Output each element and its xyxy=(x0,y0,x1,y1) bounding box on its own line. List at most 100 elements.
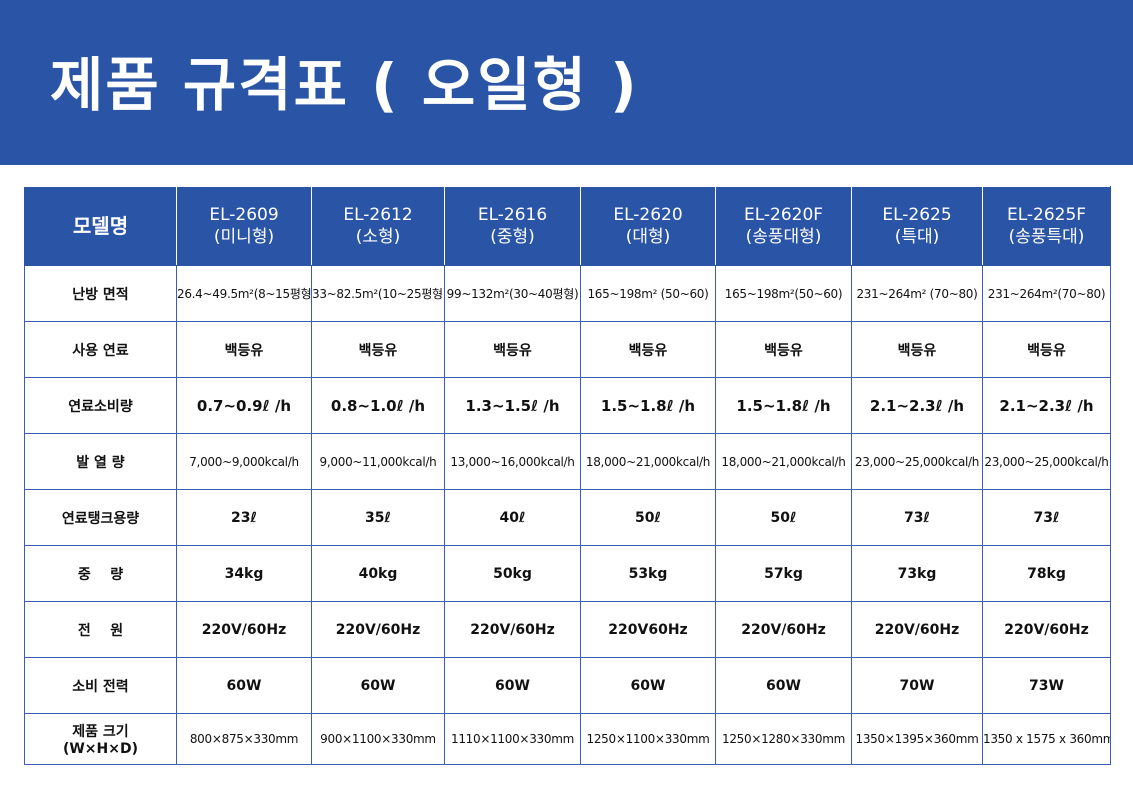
table-cell: 220V/60Hz xyxy=(851,601,983,658)
table-cell: 73kg xyxy=(851,545,983,602)
model-header: EL-2620 (대형) xyxy=(580,186,716,266)
row-label: 소비 전력 xyxy=(24,657,177,714)
table-cell: 220V/60Hz xyxy=(715,601,852,658)
table-cell: 백등유 xyxy=(851,321,983,378)
row-label: 사용 연료 xyxy=(24,321,177,378)
table-cell: 60W xyxy=(444,657,581,714)
table-cell: 60W xyxy=(311,657,445,714)
table-cell: 백등유 xyxy=(580,321,716,378)
table-row: 연료소비량 0.7~0.9ℓ /h 0.8~1.0ℓ /h 1.3~1.5ℓ /h 1.… xyxy=(24,377,1111,434)
table-cell: 1110×1100×330mm xyxy=(444,713,581,765)
table-cell: 231~264m²(70~80) xyxy=(982,265,1111,322)
table-cell: 35ℓ xyxy=(311,489,445,546)
table-row: 난방 면적 26.4~49.5m²(8~15평형) 33~82.5m²(10~25평… xyxy=(24,265,1111,322)
model-header: EL-2625 (특대) xyxy=(851,186,983,266)
table-cell: 13,000~16,000kcal/h xyxy=(444,433,581,490)
table-cell: 40ℓ xyxy=(444,489,581,546)
model-header: EL-2616 (중형) xyxy=(444,186,581,266)
table-cell: 백등유 xyxy=(311,321,445,378)
table-cell: 60W xyxy=(176,657,312,714)
model-type: (송풍대형) xyxy=(745,227,822,247)
table-cell: 231~264m² (70~80) xyxy=(851,265,983,322)
table-cell: 1250×1280×330mm xyxy=(715,713,852,765)
table-cell: 70W xyxy=(851,657,983,714)
model-header: EL-2609 (미니형) xyxy=(176,186,312,266)
model-name: EL-2612 xyxy=(343,205,413,225)
table-cell: 26.4~49.5m²(8~15평형) xyxy=(176,265,312,322)
table-cell: 23ℓ xyxy=(176,489,312,546)
model-header: EL-2625F (송풍특대) xyxy=(982,186,1111,266)
table-cell: 40kg xyxy=(311,545,445,602)
model-name: EL-2620 xyxy=(613,205,683,225)
table-row: 전 원 220V/60Hz 220V/60Hz 220V/60Hz 220V60Hz 22… xyxy=(24,601,1111,658)
model-name: EL-2625 xyxy=(882,205,952,225)
model-type: (소형) xyxy=(355,227,401,247)
table-cell: 1.5~1.8ℓ /h xyxy=(715,377,852,434)
table-cell: 50kg xyxy=(444,545,581,602)
table-cell: 78kg xyxy=(982,545,1111,602)
table-cell: 99~132m²(30~40평형) xyxy=(444,265,581,322)
table-cell: 800×875×330mm xyxy=(176,713,312,765)
header-row: 모델명 EL-2609 (미니형) EL-2612 (소형) EL-2616 (중형) EL… xyxy=(24,186,1111,266)
table-cell: 73ℓ xyxy=(982,489,1111,546)
model-type: (중형) xyxy=(490,227,535,247)
table-cell: 1350 x 1575 x 360mm xyxy=(982,713,1111,765)
table-cell: 60W xyxy=(580,657,716,714)
row-label: 난방 면적 xyxy=(24,265,177,322)
model-type: (송풍특대) xyxy=(1008,227,1085,247)
table-cell: 9,000~11,000kcal/h xyxy=(311,433,445,490)
model-header: EL-2620F (송풍대형) xyxy=(715,186,852,266)
table-cell: 2.1~2.3ℓ /h xyxy=(982,377,1111,434)
table-cell: 0.8~1.0ℓ /h xyxy=(311,377,445,434)
table-row: 연료탱크용량 23ℓ 35ℓ 40ℓ 50ℓ 50ℓ 73ℓ 73ℓ xyxy=(24,489,1111,546)
row-label: 발 열 량 xyxy=(24,433,177,490)
table-cell: 백등유 xyxy=(982,321,1111,378)
model-name: EL-2625F xyxy=(1006,205,1087,225)
table-cell: 1350×1395×360mm xyxy=(851,713,983,765)
table-cell: 73W xyxy=(982,657,1111,714)
model-name: EL-2609 xyxy=(209,205,279,225)
table-cell: 57kg xyxy=(715,545,852,602)
model-type: (대형) xyxy=(625,227,671,247)
row-label: 중 량 xyxy=(24,545,177,602)
corner-header: 모델명 xyxy=(24,186,177,266)
row-label: 연료탱크용량 xyxy=(24,489,177,546)
table-cell: 백등유 xyxy=(715,321,852,378)
table-cell: 23,000~25,000kcal/h xyxy=(851,433,983,490)
table-cell: 2.1~2.3ℓ /h xyxy=(851,377,983,434)
row-label: 전 원 xyxy=(24,601,177,658)
table-cell: 220V60Hz xyxy=(580,601,716,658)
table-cell: 18,000~21,000kcal/h xyxy=(580,433,716,490)
table-row: 중 량 34kg 40kg 50kg 53kg 57kg 73kg 78kg xyxy=(24,545,1111,602)
table-cell: 1.3~1.5ℓ /h xyxy=(444,377,581,434)
table-cell: 23,000~25,000kcal/h xyxy=(982,433,1111,490)
table-row: 발 열 량 7,000~9,000kcal/h 9,000~11,000kcal/h… xyxy=(24,433,1111,490)
table-cell: 220V/60Hz xyxy=(444,601,581,658)
table-cell: 백등유 xyxy=(444,321,581,378)
table-cell: 53kg xyxy=(580,545,716,602)
model-type: (미니형) xyxy=(213,227,275,247)
table-cell: 165~198m²(50~60) xyxy=(715,265,852,322)
table-cell: 1.5~1.8ℓ /h xyxy=(580,377,716,434)
table-cell: 7,000~9,000kcal/h xyxy=(176,433,312,490)
row-label: 제품 크기 (W×H×D) xyxy=(24,713,177,765)
table-cell: 50ℓ xyxy=(580,489,716,546)
table-cell: 60W xyxy=(715,657,852,714)
spec-table: 모델명 EL-2609 (미니형) EL-2612 (소형) EL-2616 (중형) EL… xyxy=(24,186,1111,765)
table-cell: 220V/60Hz xyxy=(311,601,445,658)
table-cell: 18,000~21,000kcal/h xyxy=(715,433,852,490)
table-cell: 900×1100×330mm xyxy=(311,713,445,765)
model-header: EL-2612 (소형) xyxy=(311,186,445,266)
table-row: 제품 크기 (W×H×D) 800×875×330mm 900×1100×330mm… xyxy=(24,713,1111,765)
page-title: 제품 규격표 ( 오일형 ) xyxy=(50,51,639,119)
table-cell: 50ℓ xyxy=(715,489,852,546)
model-name: EL-2616 xyxy=(477,205,548,225)
table-cell: 73ℓ xyxy=(851,489,983,546)
title-banner: 제품 규격표 ( 오일형 ) xyxy=(0,0,1133,165)
table-cell: 220V/60Hz xyxy=(176,601,312,658)
row-label: 연료소비량 xyxy=(24,377,177,434)
table-cell: 백등유 xyxy=(176,321,312,378)
table-cell: 220V/60Hz xyxy=(982,601,1111,658)
table-row: 사용 연료 백등유 백등유 백등유 백등유 백등유 백등유 백등유 xyxy=(24,321,1111,378)
table-row: 소비 전력 60W 60W 60W 60W 60W 70W 73W xyxy=(24,657,1111,714)
